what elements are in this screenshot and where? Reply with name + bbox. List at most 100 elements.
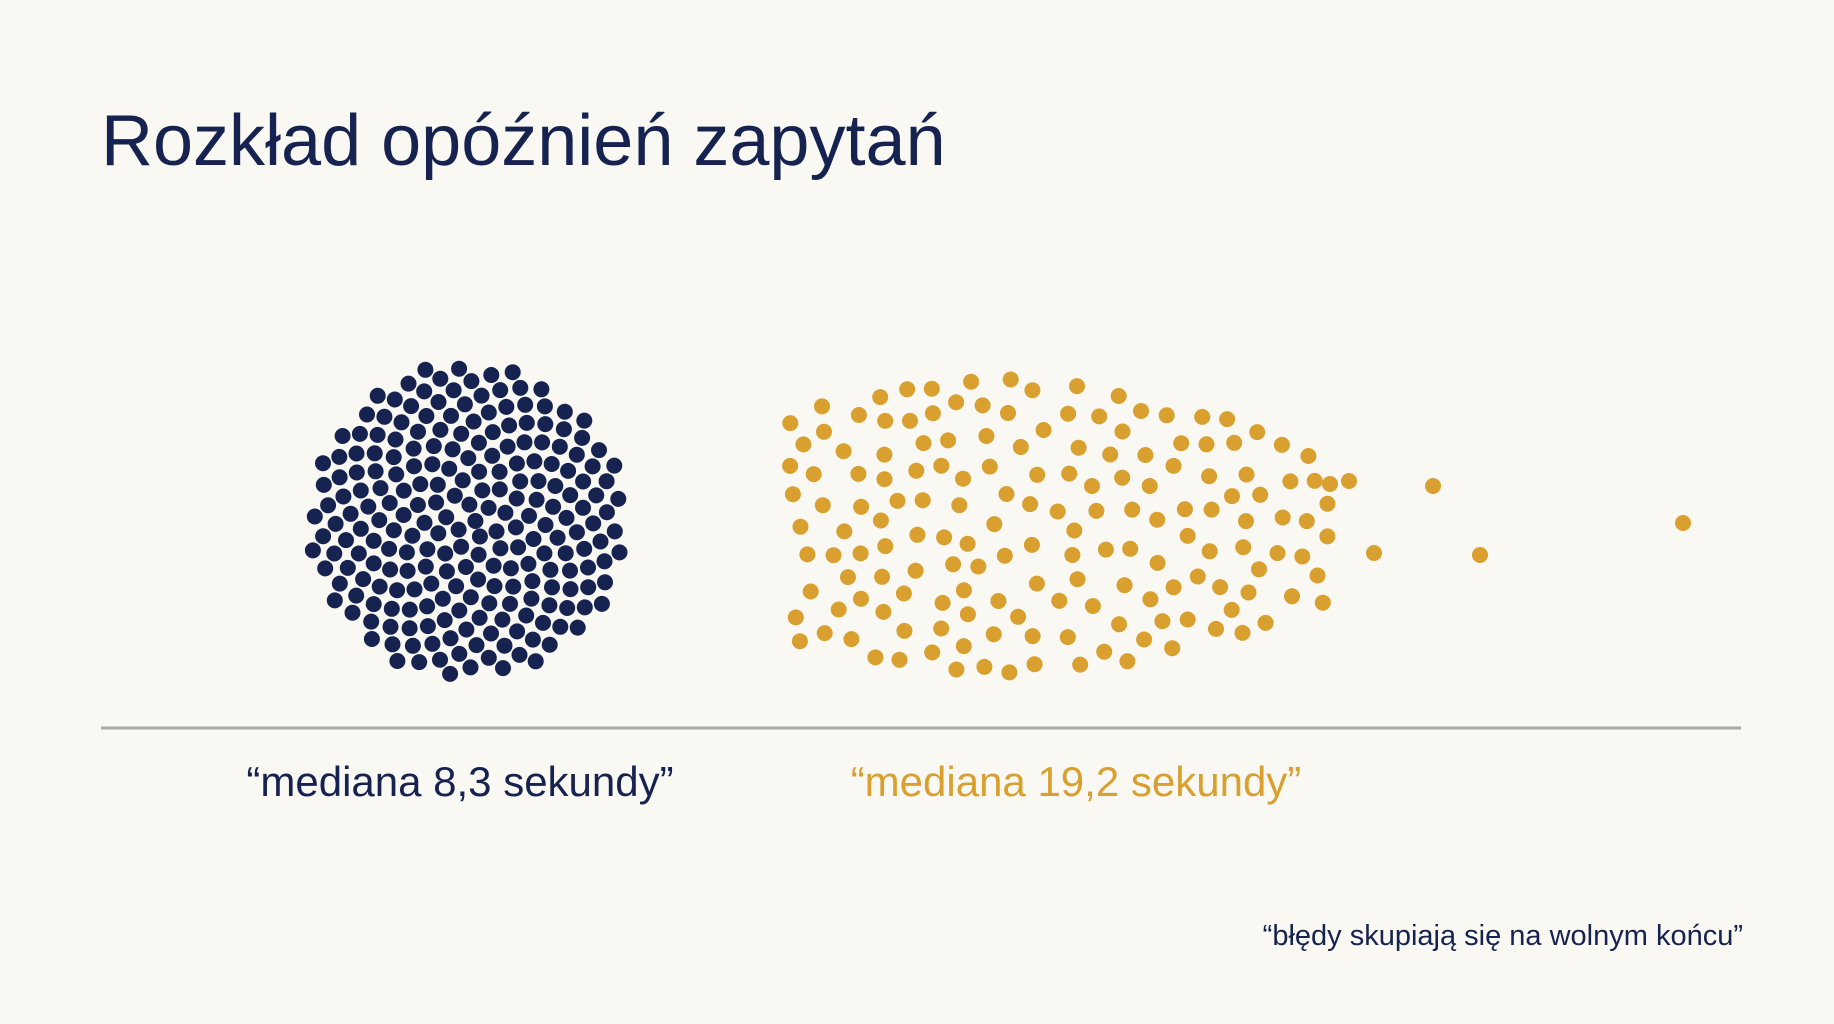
dot (315, 476, 332, 493)
dot (533, 381, 550, 398)
slide-title: Rozkład opóźnień zapytań (101, 101, 946, 181)
dot (933, 457, 950, 474)
dot (471, 463, 488, 480)
dot (419, 598, 436, 615)
dot (1294, 548, 1311, 565)
dot (782, 457, 799, 474)
dot (520, 555, 537, 572)
dot (419, 618, 436, 635)
dot (389, 582, 406, 599)
dot (438, 509, 455, 526)
dot (1149, 511, 1166, 528)
dot (470, 546, 487, 563)
dot (371, 512, 388, 529)
dot (339, 559, 356, 576)
dot (1114, 469, 1131, 486)
dot (460, 450, 477, 467)
dot (1088, 502, 1105, 519)
dot (468, 637, 485, 654)
dot (1096, 643, 1113, 660)
dot (1002, 371, 1019, 388)
dot (1084, 478, 1100, 494)
dot (1069, 378, 1085, 395)
dot (371, 578, 388, 595)
dot (471, 528, 488, 545)
dot (306, 508, 323, 525)
dot (825, 547, 842, 564)
dot (544, 579, 560, 596)
dot (948, 661, 965, 678)
dot (423, 575, 440, 592)
dot (424, 635, 441, 652)
dot (536, 545, 553, 562)
dot (924, 644, 941, 661)
dot (331, 575, 348, 592)
dot (1251, 561, 1267, 578)
dot (315, 528, 332, 545)
dot (934, 594, 951, 611)
dot (985, 626, 1002, 643)
dot (488, 523, 505, 540)
dot (1309, 567, 1326, 584)
dot (400, 375, 417, 392)
dot (403, 398, 420, 415)
dot (409, 497, 426, 513)
dot (1012, 439, 1029, 455)
dot (1136, 631, 1153, 648)
dot (940, 432, 957, 449)
dot (499, 438, 516, 455)
dot (360, 498, 377, 515)
dot (508, 455, 525, 472)
dot (432, 421, 449, 438)
dot (1322, 476, 1338, 492)
dot (986, 516, 1003, 533)
dot (951, 497, 968, 514)
dot (1154, 613, 1171, 630)
dot (417, 558, 434, 575)
dot (398, 544, 415, 561)
dot (547, 478, 564, 494)
dot (448, 578, 465, 595)
dot (1001, 664, 1018, 681)
dot (1238, 466, 1255, 483)
dot (816, 423, 832, 440)
dot (981, 458, 998, 475)
dot (432, 370, 449, 387)
dot (453, 538, 470, 555)
dot (425, 438, 442, 455)
dot (1319, 495, 1336, 512)
dot (382, 618, 399, 635)
dot (782, 415, 799, 432)
dot (534, 434, 551, 451)
dot (1219, 411, 1236, 428)
dot (365, 555, 382, 572)
dot (470, 571, 487, 588)
dot (438, 563, 455, 580)
dot (1119, 653, 1136, 670)
dot (395, 482, 412, 499)
dot (442, 665, 459, 682)
dot (486, 578, 503, 595)
dot (560, 462, 577, 479)
dot (474, 482, 491, 499)
dot (876, 471, 893, 488)
dot (584, 458, 601, 475)
dot (541, 636, 558, 653)
dot (483, 367, 500, 383)
dot (1173, 435, 1190, 452)
dot (485, 557, 502, 574)
dot (562, 562, 578, 579)
footnote: “błędy skupiają się na wolnym końcu” (1263, 920, 1743, 952)
dot (562, 581, 579, 598)
dot (1240, 584, 1257, 601)
dot (902, 412, 918, 429)
dot (978, 428, 995, 444)
dot (830, 601, 847, 618)
dot (385, 522, 402, 539)
dot (877, 412, 894, 429)
dot (963, 373, 980, 390)
dot (555, 421, 572, 438)
dot (908, 462, 925, 479)
dot (406, 458, 422, 475)
dot (1035, 422, 1052, 438)
